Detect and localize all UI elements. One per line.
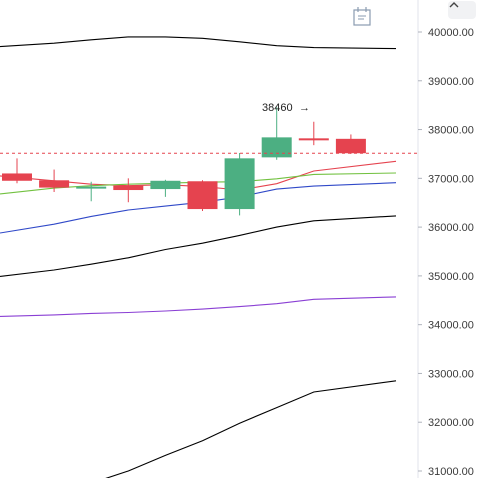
axis-tick-label: 35000.00 xyxy=(428,271,474,283)
high-annotation: 38460 xyxy=(262,102,293,114)
grid-layer xyxy=(0,32,418,471)
annotation-layer: 38460 → xyxy=(262,102,310,114)
candle xyxy=(150,179,181,197)
candle-body xyxy=(261,137,292,158)
annotation-arrow-icon: → xyxy=(299,102,310,114)
candle xyxy=(113,178,144,203)
candle xyxy=(187,180,218,212)
candle-body xyxy=(2,173,32,181)
candle-body xyxy=(39,180,70,188)
axis-tick-label: 34000.00 xyxy=(428,320,474,332)
axis-tick-label: 36000.00 xyxy=(428,222,474,234)
moving-average-layer xyxy=(0,36,397,478)
calendar-icon[interactable] xyxy=(353,7,371,26)
axis-tick-label: 31000.00 xyxy=(428,466,474,478)
axis-tick-label: 32000.00 xyxy=(428,417,474,429)
price-axis[interactable]: 40000.00 39000.00 38000.00 37000.00 36000.00… xyxy=(417,0,490,478)
axis-tick-label: 33000.00 xyxy=(428,368,474,380)
candle xyxy=(298,121,329,146)
candle-layer xyxy=(2,107,366,216)
moving-average-line xyxy=(0,36,397,50)
candle-body xyxy=(298,138,329,141)
candle-body xyxy=(224,158,255,210)
moving-average-line xyxy=(0,215,397,277)
moving-average-line xyxy=(0,172,397,195)
price-axis-background xyxy=(418,0,490,478)
moving-average-line xyxy=(0,182,397,234)
candle-body xyxy=(76,186,107,189)
candle xyxy=(224,152,255,216)
candle xyxy=(335,134,366,154)
axis-tick-label: 38000.00 xyxy=(428,125,474,137)
moving-average-line xyxy=(105,380,397,478)
candle xyxy=(76,181,107,202)
candle-body xyxy=(150,180,181,190)
candle xyxy=(261,107,292,160)
candle xyxy=(39,169,70,192)
candle-body xyxy=(335,138,366,154)
chevron-up-icon[interactable] xyxy=(448,1,476,19)
moving-average-line xyxy=(0,296,397,317)
candle-body xyxy=(113,185,144,191)
axis-tick-label: 37000.00 xyxy=(428,173,474,185)
candle-body xyxy=(187,181,218,210)
moving-average-line xyxy=(0,160,397,191)
candle xyxy=(2,158,32,184)
axis-tick-label: 39000.00 xyxy=(428,76,474,88)
axis-tick-label: 40000.00 xyxy=(428,27,474,39)
